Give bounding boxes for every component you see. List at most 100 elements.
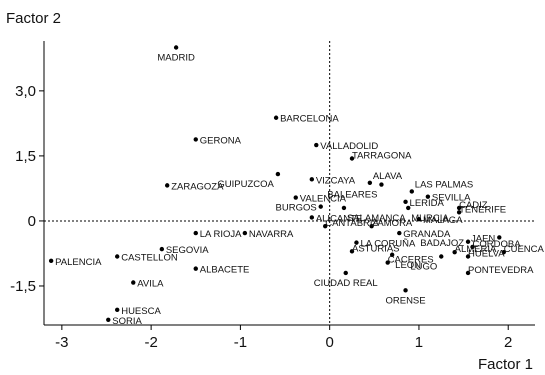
point-label: BALEARES xyxy=(327,190,377,201)
data-point xyxy=(416,217,422,222)
data-point xyxy=(314,142,319,148)
data-point xyxy=(409,189,415,194)
point-label: VALLADOLID xyxy=(320,141,378,152)
data-point xyxy=(385,260,390,265)
y-tick-label: 1,5 xyxy=(15,148,36,165)
point-label: TARRAGONA xyxy=(352,151,412,162)
data-point xyxy=(465,239,471,244)
point-label: VALENCIA xyxy=(300,194,347,205)
data-point xyxy=(425,194,431,199)
point-label: AVILA xyxy=(137,279,164,290)
point-label: GRANADA xyxy=(403,229,451,240)
data-point xyxy=(115,307,120,313)
x-axis-title: Factor 1 xyxy=(477,356,533,373)
point-label: MADRID xyxy=(157,53,195,64)
data-point xyxy=(349,156,355,161)
point-label: SALAMANCA xyxy=(347,213,406,224)
point-label: CACERES xyxy=(388,255,434,266)
point-label: LUGO xyxy=(410,261,437,272)
point-label: BARCELONA xyxy=(280,114,339,125)
point-label: ORENSE xyxy=(385,295,425,306)
point-label: CORDOBA xyxy=(473,239,522,250)
point-label: BURGOS xyxy=(276,203,317,214)
data-point xyxy=(173,45,179,50)
point-label: SEVILLA xyxy=(432,193,471,204)
point-label: LEON xyxy=(395,260,421,271)
point-label: BADAJOZ xyxy=(420,238,464,249)
x-tick-label: -1 xyxy=(234,334,247,351)
data-point xyxy=(341,205,347,211)
point-label: VIZCAYA xyxy=(316,175,356,186)
data-point xyxy=(465,254,471,259)
data-point xyxy=(465,270,471,276)
data-point xyxy=(354,240,359,245)
data-point xyxy=(403,288,408,293)
data-point xyxy=(343,270,348,276)
data-point xyxy=(452,249,457,255)
point-label: LA CORUÑA xyxy=(360,239,416,250)
data-point xyxy=(106,317,111,322)
point-label: GERONA xyxy=(200,135,242,146)
x-tick-label: -2 xyxy=(144,334,157,351)
y-tick-label: 0 xyxy=(28,213,36,230)
data-point xyxy=(115,254,120,259)
x-tick-label: -3 xyxy=(55,334,68,351)
y-tick-label: 3,0 xyxy=(15,83,36,100)
data-point xyxy=(309,177,315,182)
point-label: ALMERIA xyxy=(455,244,497,255)
data-point xyxy=(323,223,328,229)
point-label: LA RIOJA xyxy=(200,229,242,240)
point-label: TENERIFE xyxy=(459,204,506,215)
point-label: ZARAGOZA xyxy=(171,181,224,192)
data-point xyxy=(48,258,54,264)
point-label: CUENCA xyxy=(504,244,545,255)
data-point xyxy=(164,183,170,188)
point-label: JAEN xyxy=(471,233,495,244)
point-label: CIUDAD REAL xyxy=(314,278,378,289)
data-point xyxy=(470,244,475,250)
data-point xyxy=(367,180,373,185)
x-tick-label: 2 xyxy=(504,334,512,351)
point-label: PALENCIA xyxy=(55,257,102,268)
data-point xyxy=(389,252,395,257)
data-point xyxy=(193,230,198,236)
data-point xyxy=(193,266,198,271)
point-label: SORIA xyxy=(112,316,142,327)
data-point xyxy=(397,230,402,236)
data-point xyxy=(159,246,165,252)
point-label: HUELVA xyxy=(468,248,505,259)
data-point xyxy=(275,171,281,177)
data-point xyxy=(193,137,198,142)
data-point xyxy=(309,215,315,220)
data-point xyxy=(293,195,298,200)
data-point xyxy=(131,280,136,285)
x-tick-label: 0 xyxy=(326,334,334,351)
data-point xyxy=(379,182,384,187)
point-label: ASTURIAS xyxy=(352,243,400,254)
data-point xyxy=(501,249,506,255)
point-label: MURCIA xyxy=(411,213,449,224)
data-point xyxy=(318,204,323,209)
point-label: CADIZ xyxy=(459,200,488,211)
data-point xyxy=(349,249,355,254)
point-label: CANTABRIA xyxy=(325,218,379,229)
point-label: MALAGA xyxy=(423,215,463,226)
x-tick-label: 1 xyxy=(415,334,423,351)
data-point xyxy=(403,199,408,205)
data-point xyxy=(406,205,411,211)
point-label: ALICANTE xyxy=(316,213,362,224)
data-point xyxy=(497,235,502,240)
point-label: CASTELLON xyxy=(121,252,178,263)
y-axis-title: Factor 2 xyxy=(6,10,62,27)
data-point xyxy=(456,210,462,215)
point-label: SEGOVIA xyxy=(166,245,209,256)
point-label: LAS PALMAS xyxy=(415,179,473,190)
data-point xyxy=(456,205,462,211)
point-label: GUIPUZCOA xyxy=(217,179,274,190)
y-tick-label: -1,5 xyxy=(10,278,36,295)
point-label: HUESCA xyxy=(121,306,161,317)
point-label: ALAVA xyxy=(373,171,403,182)
data-point xyxy=(439,254,444,259)
data-point xyxy=(242,230,248,236)
